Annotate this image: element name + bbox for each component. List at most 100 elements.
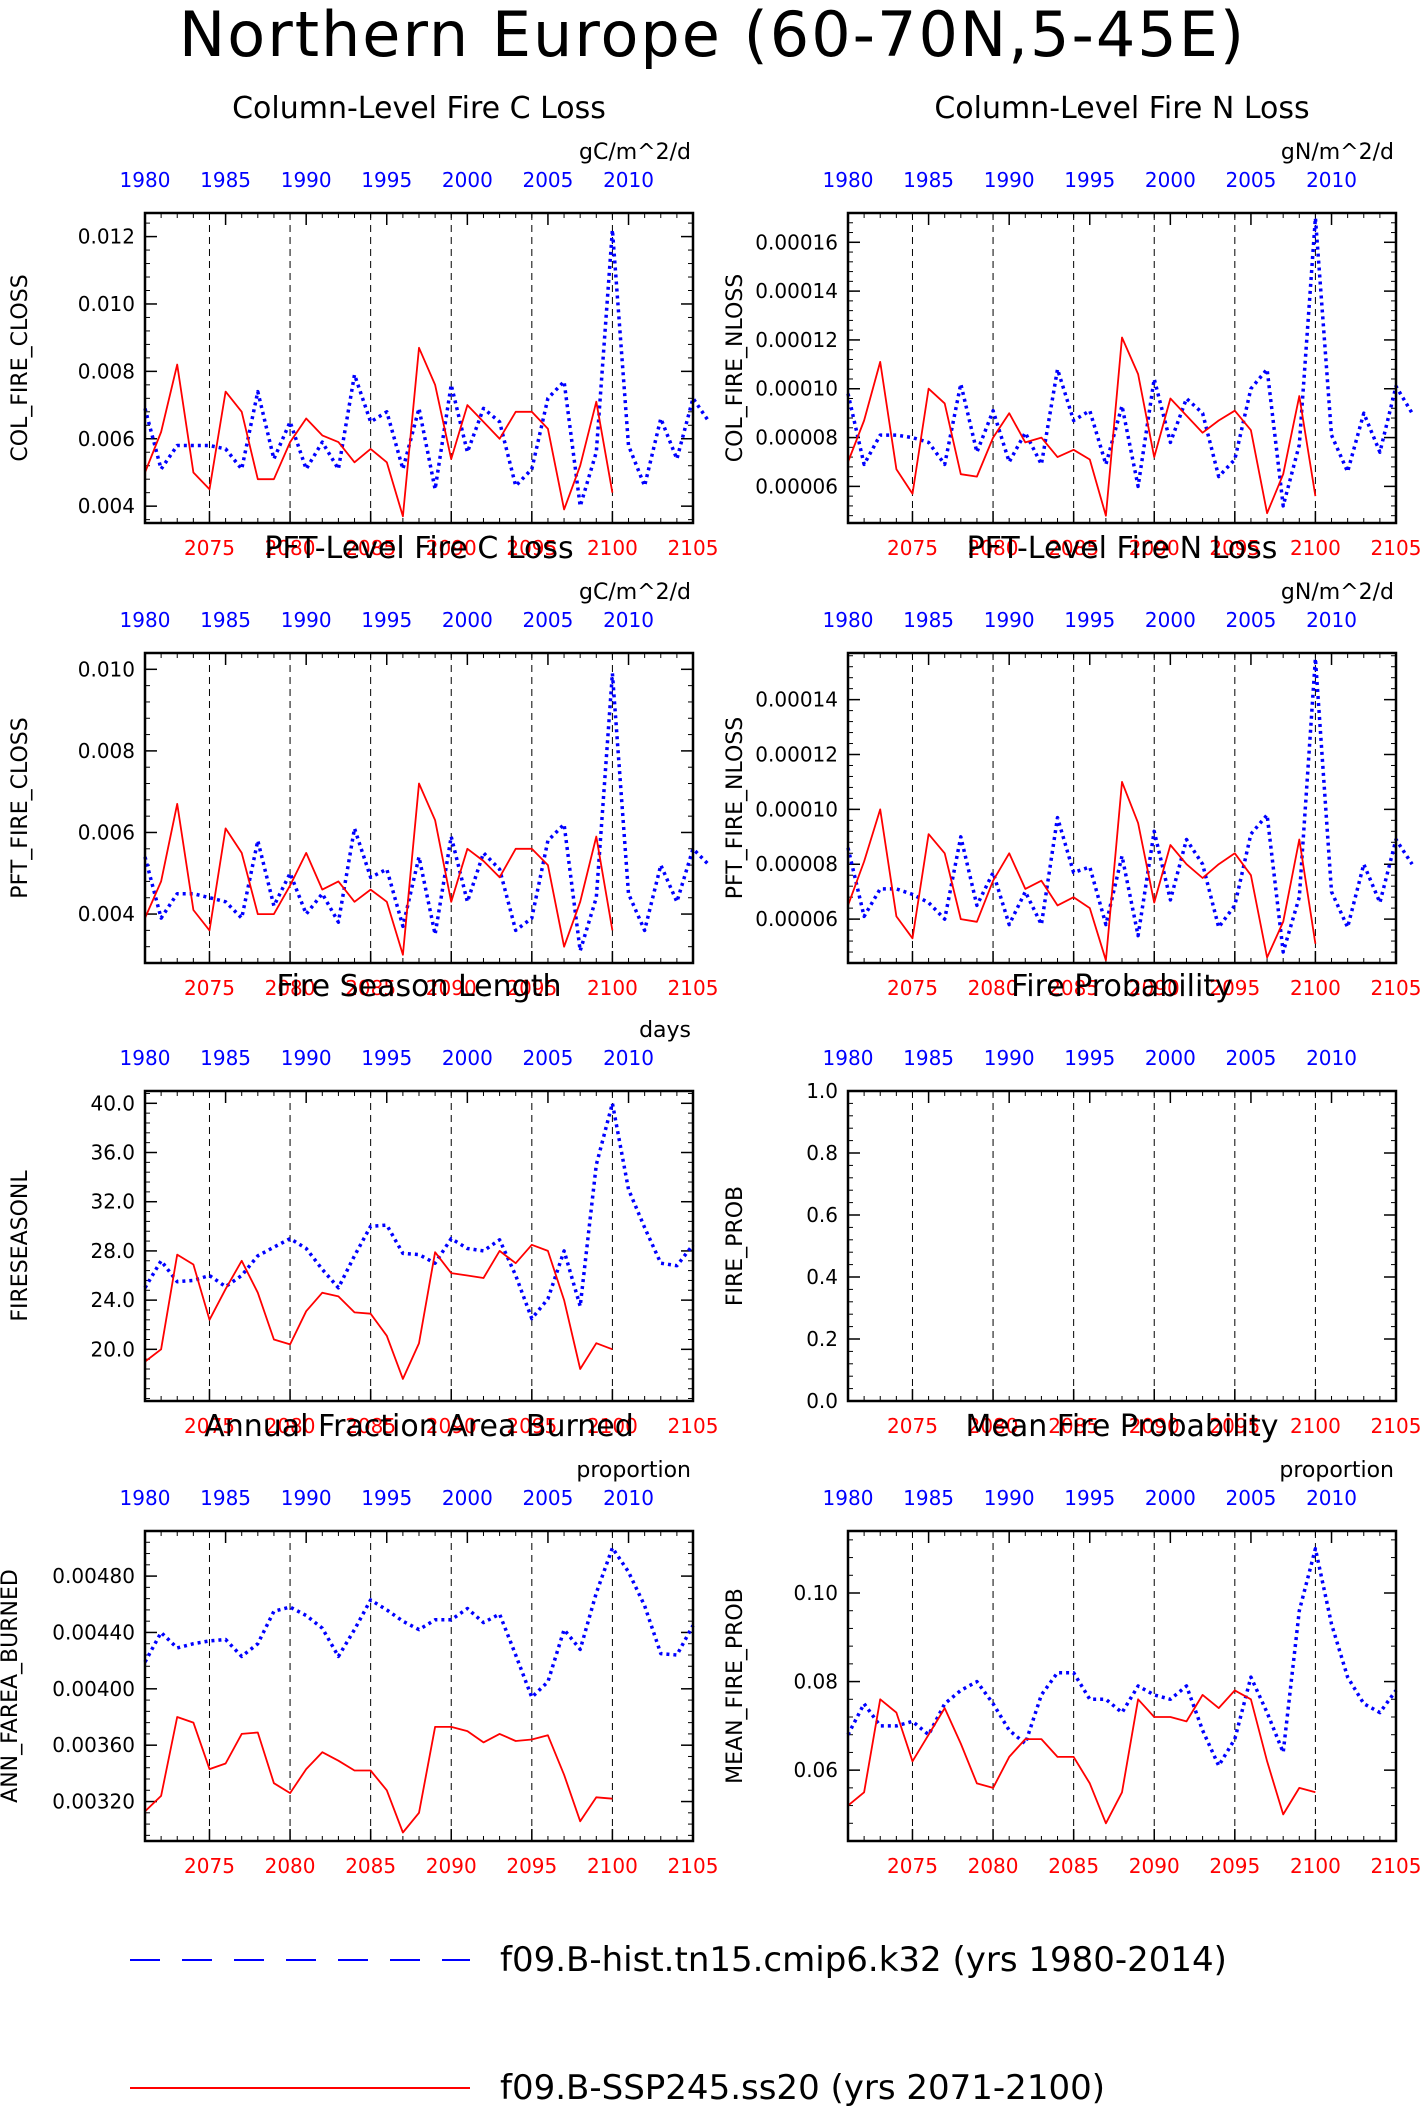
series-hist-line	[846, 216, 1414, 508]
bottom-year-label: 2085	[1048, 1414, 1099, 1438]
y-tick-label: 36.0	[90, 1141, 135, 1165]
bottom-year-label: 2080	[265, 976, 316, 1000]
bottom-year-label: 2105	[1371, 976, 1422, 1000]
top-year-label: 1980	[120, 168, 171, 192]
legend-ssp-label: f09.B-SSP245.ss20 (yrs 2071-2100)	[500, 2068, 1105, 2108]
y-tick-label: 0.004	[78, 902, 135, 926]
y-axis-label: COL_FIRE_NLOSS	[723, 274, 748, 462]
bottom-year-label: 2105	[668, 1414, 719, 1438]
bottom-year-label: 2080	[265, 536, 316, 560]
y-tick-label: 0.00008	[755, 852, 838, 876]
top-year-label: 2005	[1225, 1046, 1276, 1070]
series-hist-line	[143, 671, 711, 953]
y-axis-label: PFT_FIRE_CLOSS	[8, 717, 33, 898]
top-year-label: 1985	[200, 168, 251, 192]
series-hist-line	[846, 1546, 1398, 1768]
y-axis-label: ANN_FAREA_BURNED	[0, 1569, 23, 1803]
bottom-year-label: 2075	[184, 1854, 235, 1878]
top-year-label: 1980	[120, 1046, 171, 1070]
top-year-label: 1990	[281, 1486, 332, 1510]
bottom-year-label: 2090	[1129, 976, 1180, 1000]
y-tick-label: 0.008	[78, 359, 135, 383]
top-year-label: 2005	[1225, 1486, 1276, 1510]
top-year-label: 2000	[1145, 1046, 1196, 1070]
top-year-label: 2000	[1145, 608, 1196, 632]
y-axis-label: FIRE_PROB	[723, 1186, 748, 1306]
y-tick-label: 0.00012	[755, 328, 838, 352]
y-tick-label: 0.06	[793, 1758, 838, 1782]
units-label: gN/m^2/d	[1281, 140, 1394, 165]
chart-panel-7: Annual Fraction Area Burned proportion 207…	[0, 1409, 718, 1878]
y-tick-label: 0.00008	[755, 426, 838, 450]
series-hist-line	[846, 656, 1414, 954]
top-year-label: 1995	[1064, 168, 1115, 192]
series-ssp-line	[847, 781, 1317, 962]
bottom-year-label: 2090	[426, 976, 477, 1000]
y-tick-label: 0.004	[78, 494, 135, 518]
bottom-year-label: 2075	[184, 976, 235, 1000]
bottom-year-label: 2090	[1129, 1854, 1180, 1878]
series-ssp-line	[144, 1243, 613, 1380]
top-year-label: 2010	[1306, 608, 1357, 632]
bottom-year-label: 2080	[265, 1414, 316, 1438]
top-year-label: 2000	[442, 1486, 493, 1510]
top-year-label: 2010	[603, 1046, 654, 1070]
top-year-label: 2005	[1225, 168, 1276, 192]
bottom-year-label: 2090	[426, 536, 477, 560]
top-year-label: 1980	[823, 608, 874, 632]
y-tick-label: 20.0	[90, 1337, 135, 1361]
chart-panels: Column-Level Fire C Loss gC/m^2/d 2075 2080…	[0, 91, 1422, 1878]
top-year-label: 1995	[361, 1046, 412, 1070]
y-axis-label: FIRESEASONL	[8, 1170, 33, 1322]
y-tick-label: 32.0	[90, 1190, 135, 1214]
top-year-label: 1985	[200, 1486, 251, 1510]
plot-frame	[143, 651, 695, 965]
panel-title: Column-Level Fire N Loss	[934, 91, 1309, 126]
y-tick-label: 0.00010	[755, 377, 838, 401]
y-tick-label: 0.00012	[755, 743, 838, 767]
top-year-label: 1995	[1064, 1486, 1115, 1510]
units-label: gC/m^2/d	[579, 580, 691, 605]
bottom-year-label: 2075	[887, 1414, 938, 1438]
y-tick-label: 0.00480	[52, 1564, 135, 1588]
bottom-year-label: 2090	[1129, 1414, 1180, 1438]
bottom-year-label: 2095	[506, 536, 557, 560]
bottom-year-label: 2080	[265, 1854, 316, 1878]
series-hist-line	[143, 228, 711, 508]
panel-title: Annual Fraction Area Burned	[204, 1409, 634, 1444]
units-label: days	[639, 1018, 691, 1043]
bottom-year-label: 2075	[184, 1414, 235, 1438]
page-title: Northern Europe (60-70N,5-45E)	[178, 0, 1247, 71]
bottom-year-label: 2085	[345, 1854, 396, 1878]
bottom-year-label: 2085	[1048, 976, 1099, 1000]
units-label: gN/m^2/d	[1281, 580, 1394, 605]
y-tick-label: 0.00006	[755, 907, 838, 931]
top-year-label: 1985	[903, 1486, 954, 1510]
top-year-label: 2005	[1225, 608, 1276, 632]
y-tick-label: 0.2	[806, 1327, 838, 1351]
chart-panel-5: Fire Season Length days 2075 2080 2085 2090 20…	[8, 969, 718, 1438]
bottom-year-label: 2095	[1209, 1854, 1260, 1878]
y-tick-label: 0.006	[78, 820, 135, 844]
top-year-label: 1990	[281, 168, 332, 192]
top-year-label: 1995	[1064, 608, 1115, 632]
y-tick-label: 0.012	[78, 225, 135, 249]
top-year-label: 1990	[984, 608, 1035, 632]
units-label: proportion	[1279, 1458, 1394, 1483]
bottom-year-label: 2080	[968, 1854, 1019, 1878]
bottom-year-label: 2095	[1209, 976, 1260, 1000]
top-year-label: 1995	[1064, 1046, 1115, 1070]
bottom-year-label: 2090	[1129, 536, 1180, 560]
y-tick-label: 0.00006	[755, 474, 838, 498]
bottom-year-label: 2100	[1290, 1854, 1341, 1878]
bottom-year-label: 2075	[887, 536, 938, 560]
y-tick-label: 0.00440	[52, 1620, 135, 1644]
legend-swatches	[130, 1959, 470, 2089]
series-ssp-line	[847, 336, 1317, 517]
bottom-year-label: 2100	[1290, 1414, 1341, 1438]
units-label: gC/m^2/d	[579, 140, 691, 165]
plot-frame	[846, 1529, 1398, 1843]
bottom-year-label: 2105	[668, 1854, 719, 1878]
